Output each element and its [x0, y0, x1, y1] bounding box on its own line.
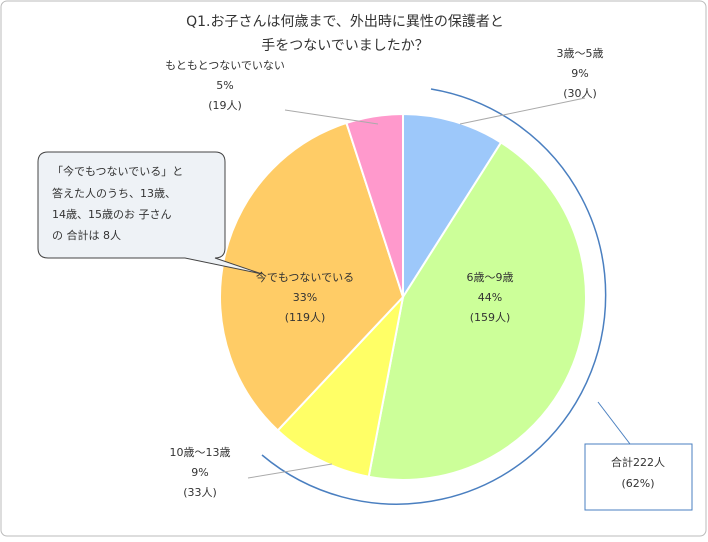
bracket-box [584, 443, 693, 511]
value-label: 44% [478, 291, 502, 304]
callout-text: 14歳、15歳のお 子さん [52, 208, 172, 221]
count-label: (119人) [285, 311, 326, 324]
pie-slice [345, 112, 404, 298]
count-label: (159人) [470, 311, 511, 324]
value-label: 5% [216, 79, 233, 92]
count-label: (33人) [183, 486, 217, 499]
bracket-arc [261, 88, 607, 505]
callout-bubble [37, 151, 263, 275]
slice-label: 3歳～5歳 [557, 47, 604, 60]
slice-label: もともとつないでいない [165, 59, 285, 72]
bracket-label: (62%) [621, 477, 654, 490]
chart-title: 手をつないでいましたか？ [261, 38, 429, 54]
leader-line [247, 463, 333, 479]
leader-line [459, 97, 586, 125]
pie-slice [276, 293, 405, 478]
slice-label: 6歳～9歳 [467, 271, 514, 284]
count-label: (30人) [563, 87, 597, 100]
pie-slice [367, 141, 587, 481]
bracket-label: 合計222人 [611, 455, 665, 469]
bracket-connector [597, 401, 631, 445]
callout-text: 「今でもつないでいる」と [52, 164, 183, 178]
callout-text: の 合計は 8人 [52, 228, 121, 242]
value-label: 33% [293, 291, 317, 304]
chart-title: Q1.お子さんは何歳まで、外出時に異性の保護者と [186, 14, 504, 30]
slice-label: 今でもつないでいる [256, 270, 354, 284]
value-label: 9% [191, 466, 208, 479]
pie-slice [219, 121, 405, 432]
count-label: (19人) [208, 99, 242, 112]
value-label: 9% [571, 67, 588, 80]
leader-line [284, 109, 379, 125]
callout-text: 答えた人のうち、13歳、 [52, 186, 176, 200]
slice-label: 10歳～13歳 [170, 446, 231, 459]
pie-slice [402, 112, 503, 301]
